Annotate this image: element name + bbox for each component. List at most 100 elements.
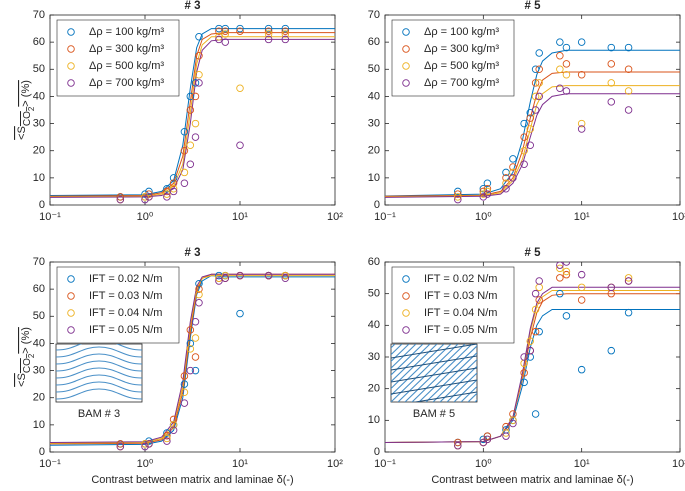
y-tick-label: 70 (33, 256, 45, 268)
x-tick-label: 10¹ (574, 211, 590, 223)
inset-line (56, 388, 142, 400)
legend-label: Δρ = 300 kg/m³ (89, 43, 164, 55)
y-tick-label: 50 (368, 288, 380, 300)
data-point (483, 432, 492, 440)
legend-box (391, 266, 515, 344)
data-point (281, 30, 290, 38)
data-point (163, 437, 171, 445)
inset-line (391, 344, 477, 359)
data-point (195, 51, 203, 60)
data-point (145, 440, 153, 448)
data-point (520, 378, 528, 387)
x-tick-label: 10⁻¹ (39, 211, 61, 223)
fit-curve (50, 275, 335, 446)
x-tick-label: 10⁰ (137, 458, 154, 470)
data-point (186, 345, 195, 353)
data-point (195, 279, 203, 288)
data-point (607, 43, 616, 52)
data-point (169, 184, 178, 193)
data-point (556, 51, 564, 60)
data-point (180, 399, 189, 407)
data-point (191, 92, 200, 101)
data-point (535, 49, 543, 57)
data-point (191, 366, 200, 375)
data-point (180, 146, 189, 155)
data-point (577, 38, 586, 46)
data-point (624, 277, 633, 285)
legend-marker (67, 309, 75, 317)
legend-marker (402, 28, 410, 36)
data-point (556, 262, 564, 269)
data-point (186, 326, 195, 334)
data-point (562, 60, 571, 68)
inset-bg (390, 343, 478, 403)
inset-line (391, 344, 445, 396)
y-tick-label: 10 (33, 172, 45, 184)
inset-line (439, 365, 477, 402)
data-point (624, 87, 633, 95)
data-point (264, 24, 273, 33)
inset-bg (55, 343, 143, 403)
data-point (577, 70, 586, 79)
data-point (535, 79, 543, 87)
y-label-part: > (%) (20, 80, 32, 107)
data-point (526, 114, 535, 122)
inset-line (56, 353, 142, 365)
data-point (195, 290, 203, 299)
y-tick-label: 20 (33, 392, 45, 404)
plot-marks (385, 262, 680, 450)
data-point (163, 431, 171, 440)
legend-box (56, 266, 180, 344)
y-label-part: 2 (27, 353, 36, 358)
data-point (236, 24, 244, 33)
data-point (281, 24, 290, 33)
inset-line (460, 385, 477, 402)
y-tick-label: 10 (368, 172, 380, 184)
data-point (624, 308, 633, 317)
data-point (186, 366, 195, 375)
data-point (236, 309, 244, 318)
data-point (180, 127, 189, 136)
y-tick-label: 50 (33, 310, 45, 322)
data-point (236, 84, 244, 93)
x-tick-label: 10¹ (574, 458, 590, 470)
data-point (483, 184, 492, 193)
data-point (531, 106, 540, 114)
data-point (169, 187, 178, 196)
data-point (531, 410, 540, 418)
legend-box (391, 19, 515, 97)
data-point (520, 160, 528, 169)
inset-line (56, 346, 142, 358)
legend-marker (67, 45, 75, 53)
data-point (169, 179, 178, 188)
y-tick-label: 20 (368, 383, 380, 395)
y-label-part: <S (16, 373, 28, 387)
y-tick-label: 20 (33, 145, 45, 157)
data-point (607, 79, 616, 87)
data-point (116, 442, 125, 451)
data-point (145, 187, 153, 196)
data-point (556, 38, 564, 46)
plot-marks (385, 38, 680, 204)
data-point (221, 27, 230, 36)
inset-line (453, 379, 477, 402)
inset-line (432, 358, 477, 402)
data-point (577, 125, 586, 133)
inset-line (391, 344, 438, 390)
y-tick-label: 30 (368, 351, 380, 363)
data-point (141, 193, 149, 201)
data-point (607, 283, 616, 292)
legend-marker (67, 275, 75, 283)
data-point (562, 270, 571, 279)
y-label-part: CO (22, 111, 33, 126)
y-label-part: 2 (27, 106, 36, 111)
inset-line (56, 367, 142, 379)
data-point (215, 277, 223, 285)
data-point (163, 190, 171, 198)
data-point (454, 438, 462, 447)
inset-line (56, 381, 142, 393)
data-point (163, 429, 171, 437)
data-point (116, 195, 125, 204)
panel-title: # 3 (185, 0, 201, 12)
